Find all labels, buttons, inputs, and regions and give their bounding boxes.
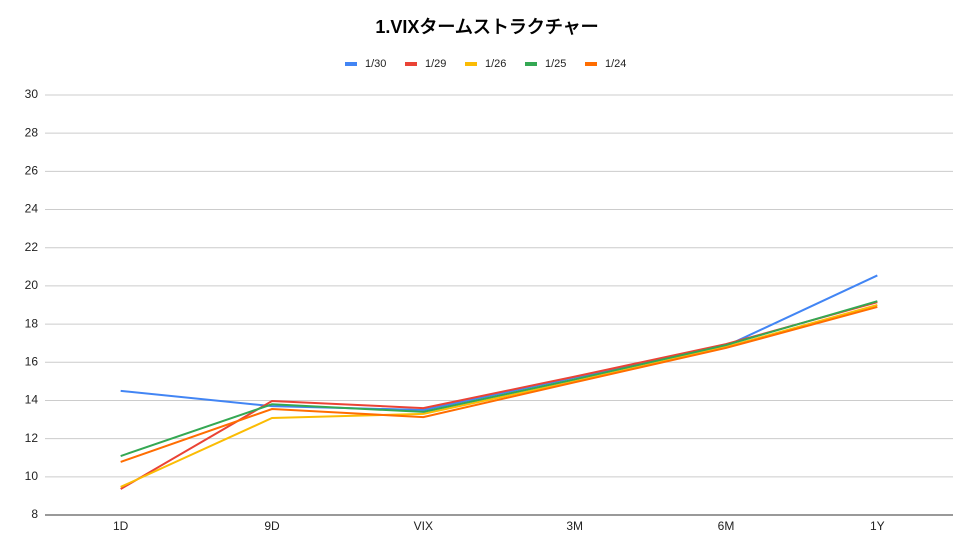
series-line (120, 304, 878, 488)
y-tick-label: 18 (25, 316, 39, 330)
y-tick-label: 26 (25, 164, 39, 178)
x-tick-label: 1D (113, 519, 129, 533)
legend-label: 1/29 (425, 58, 446, 70)
legend-swatch (465, 62, 477, 66)
series-line (120, 300, 878, 457)
y-tick-label: 20 (25, 278, 39, 292)
legend-label: 1/24 (605, 58, 626, 70)
x-tick-label: 6M (718, 519, 735, 533)
y-tick-label: 30 (25, 87, 39, 101)
x-tick-label: 9D (264, 519, 280, 533)
legend-label: 1/30 (365, 58, 386, 70)
y-tick-label: 8 (31, 507, 38, 521)
legend-swatch (345, 62, 357, 66)
x-tick-label: VIX (414, 519, 433, 533)
chart-title: 1.VIXタームストラクチャー (375, 17, 598, 37)
legend-swatch (585, 62, 597, 66)
legend-label: 1/25 (545, 58, 566, 70)
y-tick-label: 16 (25, 354, 39, 368)
legend-swatch (405, 62, 417, 66)
x-tick-label: 1Y (870, 519, 885, 533)
y-tick-label: 10 (25, 469, 39, 483)
legend-swatch (525, 62, 537, 66)
y-tick-label: 12 (25, 431, 39, 445)
y-tick-label: 14 (25, 393, 39, 407)
x-tick-label: 3M (566, 519, 583, 533)
series-line (120, 274, 878, 412)
y-tick-label: 22 (25, 240, 39, 254)
y-tick-label: 28 (25, 125, 39, 139)
legend-label: 1/26 (485, 58, 506, 70)
y-tick-label: 24 (25, 202, 39, 216)
series-line (120, 305, 878, 463)
